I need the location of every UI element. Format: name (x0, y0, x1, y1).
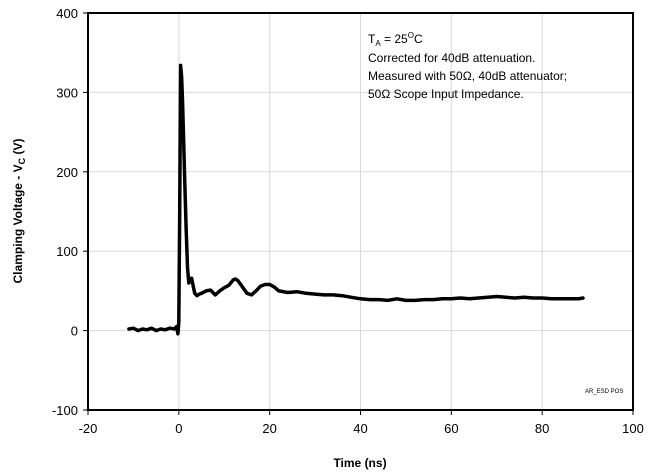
x-tick-label: 0 (175, 421, 182, 436)
annotation-impedance: 50Ω Scope Input Impedance. (368, 87, 524, 101)
plot-area-frame (87, 12, 634, 411)
series-group (127, 63, 585, 336)
x-tick-label: 80 (535, 421, 549, 436)
annotation-measurement: Measured with 50Ω, 40dB attenuator; (368, 69, 567, 83)
x-tick-label: 100 (622, 421, 644, 436)
y-tick-label: -100 (52, 403, 78, 418)
x-tick-label: 40 (353, 421, 367, 436)
watermark: AR_ESD POS (585, 389, 623, 395)
y-axis-title: Clamping Voltage - VC (V) (11, 139, 27, 284)
y-tick-label: 100 (56, 244, 78, 259)
series-line (127, 63, 585, 336)
y-tick-label: 0 (71, 324, 78, 339)
y-tick-label: 400 (56, 6, 78, 21)
x-tick-label: 60 (444, 421, 458, 436)
y-tick-label: 200 (56, 165, 78, 180)
annotation-correction: Corrected for 40dB attenuation. (368, 51, 535, 65)
tick-labels: -20 0 20 40 60 80 100 -100 0 100 200 300 400 (52, 6, 644, 436)
x-axis-title: Time (ns) (333, 456, 386, 470)
x-tick-label: -20 (79, 421, 98, 436)
x-tick-label: 20 (262, 421, 276, 436)
y-tick-label: 300 (56, 85, 78, 100)
annotation-temperature: TA = 25OC (368, 31, 423, 48)
